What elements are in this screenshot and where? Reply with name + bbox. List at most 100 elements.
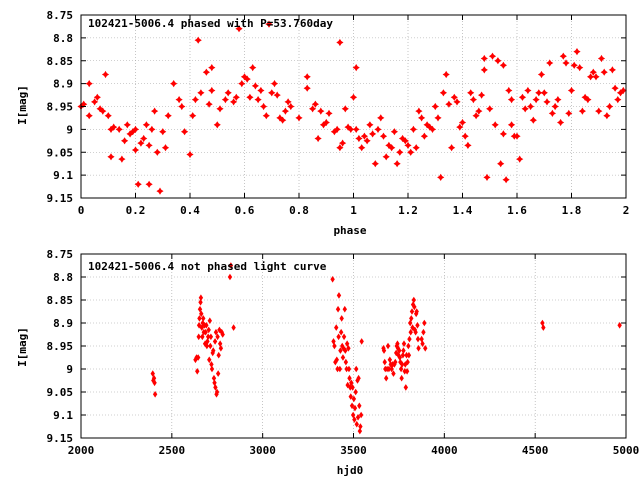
unphased-data-point bbox=[382, 358, 387, 366]
phased-data-point bbox=[191, 96, 199, 104]
phased-data-points bbox=[77, 20, 627, 195]
phased-data-point bbox=[382, 153, 390, 161]
phased-y-tick-label: 8.85 bbox=[47, 55, 74, 68]
phased-data-point bbox=[268, 89, 276, 97]
phased-data-point bbox=[412, 144, 420, 152]
unphased-data-point bbox=[214, 388, 220, 396]
unphased-y-tick-labels: 8.75 8.8 8.85 8.9 8.95 9 9.05 9.1 9.15 bbox=[47, 248, 74, 445]
unphased-data-point bbox=[220, 331, 225, 338]
unphased-data-point bbox=[211, 374, 217, 382]
unphased-data-point bbox=[204, 342, 210, 350]
phased-x-tick-label: 0.2 bbox=[126, 204, 146, 217]
phased-data-point bbox=[170, 80, 178, 88]
phased-data-point bbox=[352, 125, 360, 133]
phased-data-point bbox=[589, 68, 597, 76]
phased-data-point bbox=[189, 112, 197, 120]
phased-data-point bbox=[600, 68, 608, 76]
unphased-data-point bbox=[409, 315, 414, 322]
phased-data-point bbox=[557, 118, 565, 127]
phased-data-point bbox=[131, 146, 140, 154]
phased-data-point bbox=[507, 121, 516, 129]
unphased-data-point bbox=[199, 310, 204, 318]
phased-data-point bbox=[137, 139, 145, 147]
phased-data-point bbox=[576, 64, 584, 72]
phased-data-point bbox=[472, 112, 480, 120]
phased-data-point bbox=[371, 160, 379, 168]
phased-data-point bbox=[595, 107, 603, 115]
unphased-data-point bbox=[385, 342, 391, 350]
unphased-data-point bbox=[336, 333, 341, 341]
phased-data-point bbox=[407, 148, 415, 156]
unphased-data-point bbox=[395, 345, 401, 352]
unphased-x-tick-label: 4500 bbox=[522, 444, 549, 457]
unphased-data-point bbox=[357, 427, 363, 435]
phased-data-point bbox=[366, 121, 374, 129]
unphased-data-point bbox=[541, 324, 546, 331]
unphased-data-point bbox=[381, 347, 387, 354]
unphased-data-point bbox=[358, 423, 363, 430]
phased-data-point bbox=[129, 128, 137, 136]
unphased-data-point bbox=[397, 347, 402, 354]
unphased-data-point bbox=[401, 340, 407, 347]
phased-data-point bbox=[409, 125, 418, 133]
unphased-data-point bbox=[358, 411, 364, 419]
phased-x-tick-labels: 0 0.2 0.4 0.6 0.8 1 1.2 1.4 1.6 1.8 2 bbox=[78, 204, 630, 217]
unphased-data-point bbox=[412, 326, 418, 334]
phased-data-point bbox=[349, 93, 358, 101]
phased-data-point bbox=[336, 38, 344, 47]
phased-data-point bbox=[437, 173, 445, 181]
unphased-data-point bbox=[335, 365, 340, 373]
unphased-data-point bbox=[211, 347, 216, 354]
phased-data-point bbox=[249, 64, 257, 72]
phased-x-tick-label: 0.4 bbox=[180, 204, 200, 217]
phased-data-point bbox=[156, 187, 164, 195]
unphased-y-tick-label: 8.85 bbox=[47, 294, 74, 307]
phased-data-point bbox=[93, 93, 101, 101]
unphased-data-point bbox=[344, 365, 349, 373]
phased-data-point bbox=[284, 98, 292, 106]
unphased-data-point bbox=[384, 374, 389, 382]
unphased-data-point bbox=[342, 305, 347, 313]
unphased-x-tick-label: 3000 bbox=[249, 444, 276, 457]
unphased-data-point bbox=[199, 324, 205, 331]
unphased-data-point bbox=[212, 338, 218, 345]
phased-data-point bbox=[314, 134, 322, 143]
phased-data-point bbox=[115, 125, 123, 133]
unphased-data-point bbox=[196, 322, 202, 329]
unphased-data-point bbox=[197, 315, 202, 322]
unphased-data-point bbox=[343, 358, 349, 366]
unphased-data-point bbox=[409, 308, 415, 315]
phased-x-tick-label: 2 bbox=[623, 204, 630, 217]
unphased-data-point bbox=[217, 340, 223, 347]
phased-data-point bbox=[148, 125, 156, 133]
phased-data-point bbox=[246, 93, 254, 101]
phased-data-point bbox=[606, 102, 614, 111]
unphased-data-point bbox=[341, 345, 346, 352]
unphased-y-axis-title: I[mag] bbox=[16, 327, 29, 367]
unphased-data-point bbox=[349, 402, 355, 410]
phased-data-point bbox=[388, 144, 396, 152]
phased-data-point bbox=[478, 91, 486, 99]
unphased-data-point bbox=[332, 342, 337, 350]
phased-data-point bbox=[426, 123, 434, 131]
phased-data-point bbox=[309, 105, 317, 113]
unphased-data-point bbox=[208, 333, 214, 341]
unphased-data-point bbox=[407, 335, 412, 343]
phased-data-point bbox=[96, 105, 104, 113]
unphased-data-point bbox=[415, 322, 420, 329]
unphased-data-point bbox=[404, 368, 410, 375]
phased-data-point bbox=[104, 112, 112, 120]
phased-data-point bbox=[464, 141, 472, 149]
phased-data-point bbox=[159, 128, 167, 136]
phased-data-point bbox=[369, 130, 377, 138]
phased-x-tick-label: 1.2 bbox=[398, 204, 418, 217]
phased-data-point bbox=[205, 100, 213, 108]
phased-data-point bbox=[619, 86, 627, 95]
phased-data-point bbox=[521, 105, 529, 113]
unphased-y-tick-label: 8.9 bbox=[53, 317, 73, 330]
unphased-data-point bbox=[203, 328, 208, 336]
unphased-data-point bbox=[200, 333, 205, 341]
unphased-x-tick-label: 3500 bbox=[340, 444, 367, 457]
phased-x-tick-label: 0.8 bbox=[289, 204, 309, 217]
phased-data-point bbox=[518, 93, 527, 101]
